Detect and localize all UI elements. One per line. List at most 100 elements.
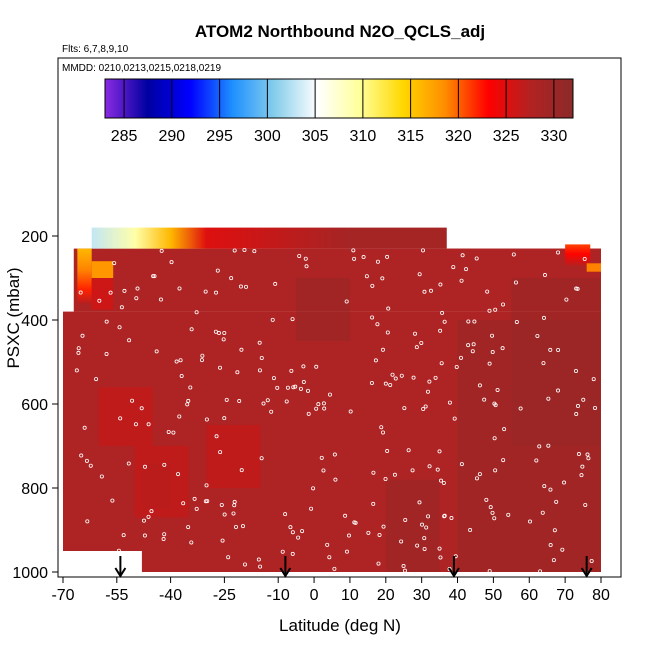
sample-point (333, 477, 338, 482)
sample-point (242, 248, 247, 253)
sample-point (413, 331, 418, 336)
sample-point (501, 458, 506, 463)
sample-point (370, 283, 375, 288)
sample-point (300, 529, 305, 534)
sample-point (574, 286, 579, 291)
colorbar-tick-label: 310 (350, 128, 377, 145)
sample-point (471, 342, 476, 347)
sample-point (541, 315, 546, 320)
sample-point (85, 519, 90, 524)
descent-marker-head (448, 567, 460, 578)
sample-point (369, 381, 374, 386)
y-tick-label: 200 (21, 229, 48, 246)
sample-point (582, 256, 587, 261)
sample-point (390, 372, 395, 377)
sample-point (371, 470, 376, 475)
sample-point (474, 476, 479, 481)
heatmap-left-warm-3 (91, 278, 114, 310)
sample-point (321, 468, 326, 473)
sample-point (186, 398, 191, 403)
sample-point (535, 333, 540, 338)
sample-point (556, 250, 561, 255)
sample-point (204, 483, 209, 488)
sample-point (401, 564, 406, 569)
colorbar-tick-label: 330 (541, 128, 568, 145)
sample-point (316, 402, 321, 407)
sample-point (161, 537, 166, 542)
sample-point (380, 347, 385, 352)
x-axis: -70 -55 -40 -25 -10 0 10 20 30 40 50 60 70 80 (51, 576, 610, 604)
sample-point (490, 510, 495, 515)
sample-point (454, 364, 459, 369)
descent-marker-head (580, 567, 593, 578)
sample-point (104, 319, 109, 324)
sample-point (79, 453, 84, 458)
y-tick-label: 600 (21, 397, 48, 414)
sample-point (304, 264, 309, 269)
sample-point (482, 397, 487, 402)
sample-point (344, 299, 349, 304)
y-tick-label: 1000 (12, 565, 48, 582)
sample-point (259, 456, 264, 461)
sample-point (428, 288, 433, 293)
sample-point (204, 417, 209, 422)
sample-point (239, 468, 244, 473)
sample-point (159, 248, 164, 253)
sample-point (177, 286, 182, 291)
heatmap-dark-patch (457, 320, 601, 572)
sample-point (399, 539, 404, 544)
sample-point (492, 516, 497, 521)
sample-point (346, 533, 351, 538)
y-tick-label: 800 (21, 481, 48, 498)
sample-point (546, 396, 551, 401)
sample-point (385, 449, 390, 454)
sample-point (411, 375, 416, 380)
sample-point (94, 567, 99, 572)
colorbar-ticks: 285 290 295 300 305 310 315 320 325 330 (111, 79, 568, 145)
sample-point (385, 254, 390, 259)
sample-point (110, 498, 115, 503)
sample-point (534, 458, 539, 463)
colorbar-tick-label: 290 (159, 128, 186, 145)
sample-point (487, 361, 492, 366)
sample-point (112, 261, 117, 266)
sample-point (280, 549, 285, 554)
x-tick-label: 20 (377, 587, 395, 604)
sample-point (551, 558, 556, 563)
sample-point (117, 325, 122, 330)
sample-point (178, 358, 183, 363)
sample-point (375, 322, 380, 327)
sample-point (548, 347, 553, 352)
x-tick-label: -55 (105, 587, 128, 604)
descent-markers (114, 556, 593, 578)
sample-point (485, 289, 490, 294)
sample-point (188, 385, 193, 390)
sample-point (402, 406, 407, 411)
sample-point (546, 443, 551, 448)
sample-point (121, 533, 126, 538)
y-axis: 200 400 600 800 1000 (12, 229, 58, 582)
sample-point (285, 385, 290, 390)
sample-point (379, 425, 384, 430)
sample-point (403, 517, 408, 522)
sample-point (252, 249, 257, 254)
sample-point (468, 528, 473, 533)
sample-point (383, 381, 388, 386)
sample-point (240, 524, 245, 529)
sample-point (579, 473, 584, 478)
sample-point (585, 452, 590, 457)
sample-point (332, 452, 337, 457)
sample-point (493, 468, 498, 473)
sample-point (422, 536, 427, 541)
sample-point (452, 416, 457, 421)
sample-point (126, 461, 131, 466)
sample-point (351, 248, 356, 253)
sample-point (288, 525, 293, 530)
sample-point (370, 315, 375, 320)
sample-point (194, 310, 199, 315)
sample-point (487, 569, 492, 574)
sample-point (222, 416, 227, 421)
sample-point (265, 398, 270, 403)
sample-point (181, 501, 186, 506)
